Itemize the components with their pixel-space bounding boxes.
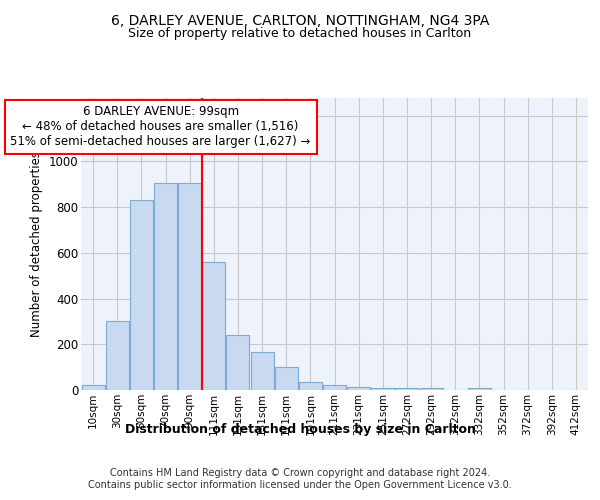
Bar [323,386,346,390]
Y-axis label: Number of detached properties: Number of detached properties [30,151,43,337]
Bar [371,388,394,390]
Text: Contains HM Land Registry data © Crown copyright and database right 2024.
Contai: Contains HM Land Registry data © Crown c… [88,468,512,490]
Bar [299,382,322,390]
Bar [202,262,225,390]
Bar [251,352,274,390]
Text: 6 DARLEY AVENUE: 99sqm
← 48% of detached houses are smaller (1,516)
51% of semi-: 6 DARLEY AVENUE: 99sqm ← 48% of detached… [10,106,311,148]
Bar [395,388,418,390]
Bar [468,388,491,390]
Bar [347,386,370,390]
Bar [178,183,201,390]
Bar [130,200,153,390]
Bar [419,388,443,390]
Bar [82,386,104,390]
Text: Size of property relative to detached houses in Carlton: Size of property relative to detached ho… [128,28,472,40]
Bar [106,322,128,390]
Bar [275,367,298,390]
Text: Distribution of detached houses by size in Carlton: Distribution of detached houses by size … [125,422,475,436]
Bar [154,183,177,390]
Bar [226,335,250,390]
Text: 6, DARLEY AVENUE, CARLTON, NOTTINGHAM, NG4 3PA: 6, DARLEY AVENUE, CARLTON, NOTTINGHAM, N… [111,14,489,28]
